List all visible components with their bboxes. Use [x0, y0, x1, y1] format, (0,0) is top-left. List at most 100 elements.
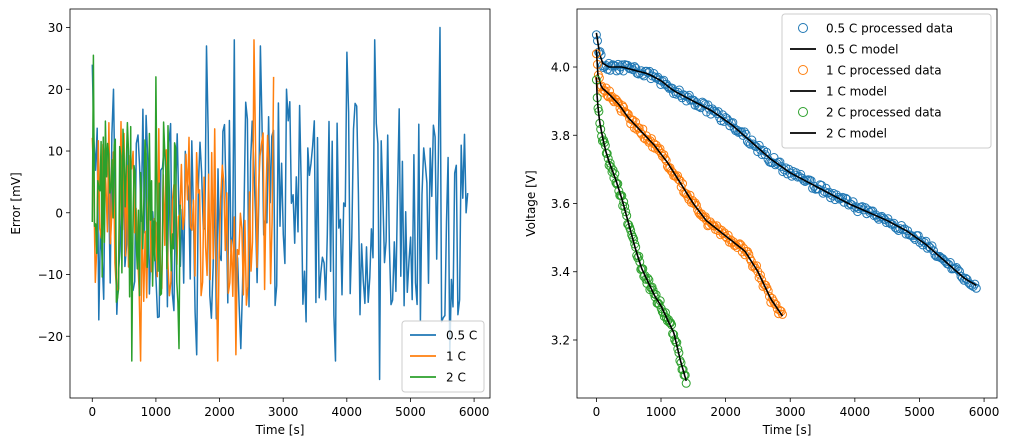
data-marker	[660, 154, 670, 164]
axes-frame	[576, 8, 998, 399]
data-marker	[606, 92, 616, 102]
data-marker	[750, 263, 760, 273]
legend-entry: 2 C	[446, 371, 466, 385]
legend: 0.5 C processed data 0.5 C model 1 C proce…	[781, 13, 992, 149]
legend-entry: 2 C processed data	[826, 106, 942, 120]
data-marker	[591, 30, 601, 40]
plot-area	[91, 26, 469, 381]
data-marker	[608, 95, 618, 105]
data-marker	[887, 220, 897, 229]
data-marker	[884, 218, 894, 228]
legend-box	[781, 13, 992, 149]
data-marker	[612, 95, 621, 105]
model-line-2-C	[595, 77, 687, 382]
data-marker	[941, 257, 951, 267]
legend-marker	[798, 107, 808, 117]
x-tick-label: 4000	[332, 405, 363, 419]
data-marker	[646, 283, 656, 293]
data-marker	[710, 107, 720, 117]
model-line-0.5-C	[595, 32, 977, 287]
data-marker	[678, 365, 688, 374]
legend-entry: 1 C	[446, 350, 466, 364]
x-tick-label: 1000	[646, 405, 677, 419]
data-marker	[759, 145, 769, 155]
x-tick-label: 0	[88, 405, 96, 419]
legend-box	[401, 320, 485, 393]
data-marker	[626, 225, 636, 235]
y-axis-label: Voltage [V]	[524, 170, 538, 236]
data-marker	[750, 141, 760, 151]
data-marker	[903, 226, 913, 236]
legend-entry: 1 C model	[826, 85, 887, 99]
legend-entry: 0.5 C	[446, 329, 477, 343]
data-marker	[790, 170, 800, 180]
x-tick-label: 3000	[775, 405, 806, 419]
data-marker	[634, 123, 644, 133]
legend-entry: 0.5 C processed data	[826, 22, 953, 36]
data-marker	[613, 97, 623, 107]
y-axis-label: Error [mV]	[9, 172, 23, 234]
error-line-2-C	[91, 54, 181, 362]
x-tick-label: 4000	[840, 405, 871, 419]
data-marker	[916, 236, 926, 246]
data-marker	[755, 270, 765, 280]
data-marker	[760, 150, 770, 160]
data-marker	[676, 358, 686, 368]
data-marker	[929, 246, 938, 256]
data-marker	[748, 139, 758, 149]
data-marker	[622, 211, 632, 221]
y-tick-label: 3.8	[551, 129, 570, 143]
y-tick-label: 4.0	[551, 61, 570, 75]
legend-entry: 2 C model	[826, 127, 887, 141]
data-marker	[799, 175, 809, 185]
plot-area	[591, 30, 981, 388]
data-marker	[603, 154, 613, 163]
x-tick-label: 3000	[268, 405, 299, 419]
data-marker	[705, 104, 714, 114]
data-marker	[818, 188, 828, 198]
x-tick-label: 6000	[969, 405, 1000, 419]
data-marker	[871, 210, 881, 220]
x-tick-label: 0	[593, 405, 601, 419]
y-tick-label: 3.6	[551, 197, 570, 211]
y-tick-label: 30	[48, 21, 63, 35]
x-tick-label: 5000	[904, 405, 935, 419]
error-chart-panel: 0 1000 2000 3000 4000 5000 6000 −20 −10 0 10 20 30 Ti…	[9, 8, 491, 437]
y-tick-label: 3.4	[551, 265, 570, 279]
y-tick-label: 20	[48, 83, 63, 97]
data-marker	[745, 254, 755, 264]
y-tick-label: 0	[55, 206, 63, 220]
y-tick-label: −20	[38, 330, 63, 344]
axes-frame	[69, 8, 491, 399]
data-marker	[823, 188, 833, 198]
y-tick-label: 10	[48, 145, 63, 159]
legend-marker	[798, 65, 808, 75]
data-marker	[971, 283, 981, 293]
data-marker	[925, 243, 935, 253]
x-tick-label: 1000	[141, 405, 172, 419]
legend-marker	[798, 23, 808, 33]
markers-0.5-C-processed-data	[591, 30, 981, 293]
x-axis-label: Time [s]	[762, 423, 812, 437]
voltage-chart-panel: 0 1000 2000 3000 4000 5000 6000 3.2 3.4 3.6 3.8 4.0…	[524, 8, 1000, 437]
x-tick-label: 5000	[395, 405, 426, 419]
data-marker	[699, 213, 709, 223]
data-marker	[689, 95, 699, 105]
data-marker	[675, 176, 685, 185]
x-axis-label: Time [s]	[255, 423, 305, 437]
data-marker	[851, 202, 861, 212]
legend: 0.5 C 1 C 2 C	[401, 320, 485, 393]
x-tick-label: 2000	[710, 405, 741, 419]
model-line-1-C	[595, 49, 784, 317]
x-tick-label: 6000	[459, 405, 490, 419]
y-tick-label: −10	[38, 268, 63, 282]
data-marker	[854, 204, 864, 214]
data-marker	[958, 273, 967, 283]
data-marker	[938, 254, 948, 264]
y-tick-label: 3.2	[551, 333, 570, 347]
legend-entry: 0.5 C model	[826, 43, 898, 57]
data-marker	[778, 309, 787, 319]
legend-entry: 1 C processed data	[826, 64, 942, 78]
data-marker	[746, 256, 756, 266]
